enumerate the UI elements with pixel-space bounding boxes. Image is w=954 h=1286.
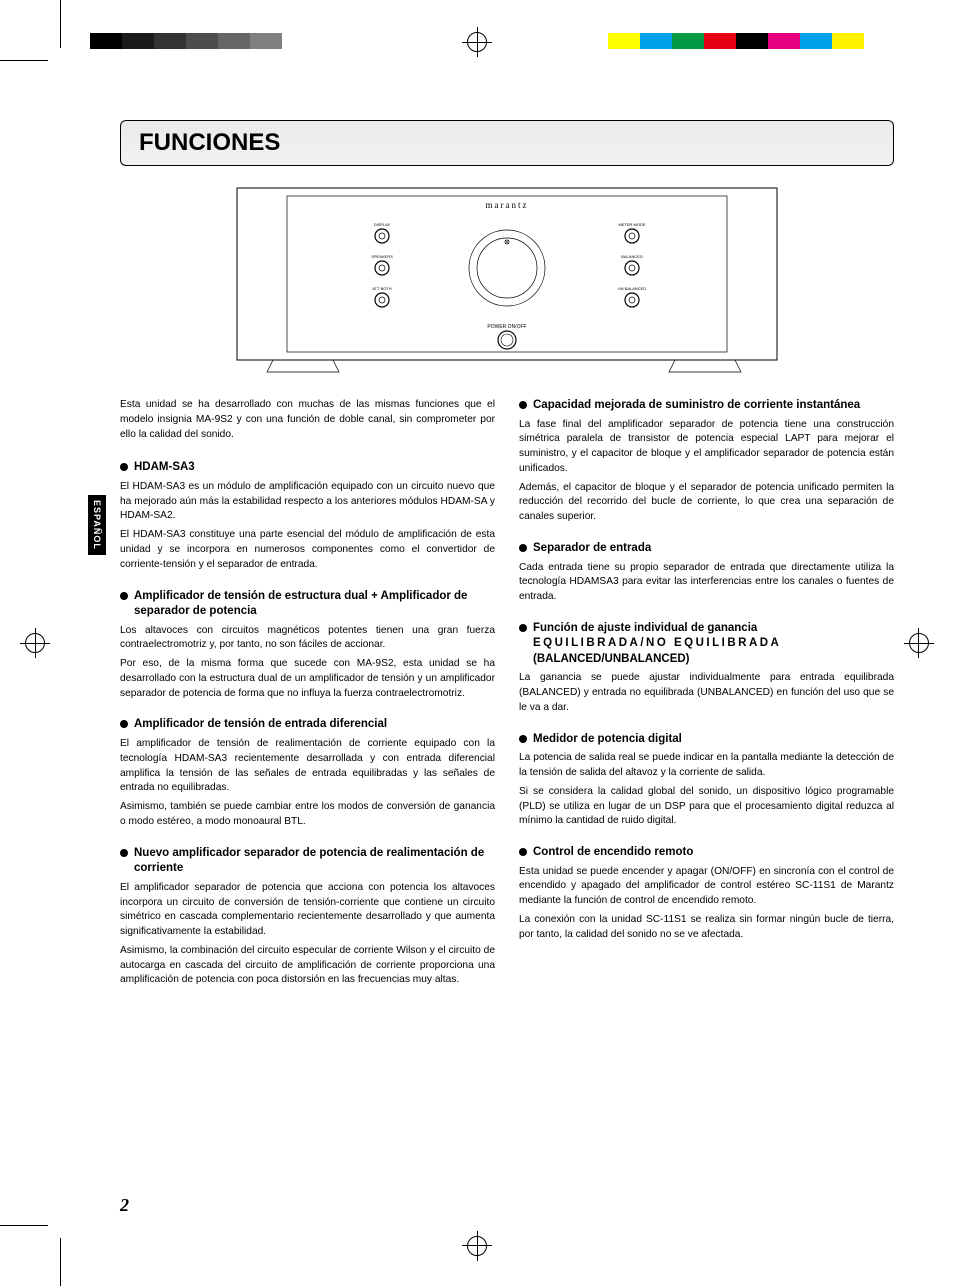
paragraph: Asimismo, también se puede cambiar entre…: [120, 800, 495, 830]
bullet-icon: [519, 735, 527, 743]
content-columns: Esta unidad se ha desarrollado con mucha…: [120, 398, 894, 1004]
paragraph: El HDAM-SA3 es un módulo de amplificació…: [120, 480, 495, 524]
left-column: Esta unidad se ha desarrollado con mucha…: [120, 398, 495, 1004]
section: Medidor de potencia digital La potencia d…: [519, 732, 894, 829]
svg-text:SPEAKERS: SPEAKERS: [371, 254, 393, 259]
paragraph: Por eso, de la misma forma que sucede co…: [120, 657, 495, 701]
section-title: Control de encendido remoto: [533, 845, 894, 861]
intro-text: Esta unidad se ha desarrollado con mucha…: [120, 398, 495, 442]
bullet-icon: [120, 463, 128, 471]
section-heading: Amplificador de tensión de estructura du…: [120, 589, 495, 620]
bullet-icon: [120, 720, 128, 728]
section-title: Nuevo amplificador separador de potencia…: [134, 846, 495, 877]
section: Capacidad mejorada de suministro de corr…: [519, 398, 894, 525]
language-tab: ESPAÑOL: [88, 495, 106, 555]
paragraph: El amplificador de tensión de realimenta…: [120, 737, 495, 796]
color-bar-cmyk: [608, 33, 864, 49]
paragraph: Además, el capacitor de bloque y el sepa…: [519, 481, 894, 525]
page-number: 2: [120, 1195, 129, 1216]
svg-text:ATT BOTH: ATT BOTH: [372, 286, 392, 291]
svg-text:POWER ON/OFF: POWER ON/OFF: [487, 324, 526, 330]
section-heading: Separador de entrada: [519, 541, 894, 557]
paragraph: Los altavoces con circuitos magnéticos p…: [120, 624, 495, 654]
section-heading: Función de ajuste individual de ganancia…: [519, 621, 894, 668]
section-title: Amplificador de tensión de entrada difer…: [134, 717, 495, 733]
section-heading: Capacidad mejorada de suministro de corr…: [519, 398, 894, 414]
paragraph: La ganancia se puede ajustar individualm…: [519, 671, 894, 715]
section-heading: Medidor de potencia digital: [519, 732, 894, 748]
section-title: HDAM-SA3: [134, 460, 495, 476]
section-heading: Amplificador de tensión de entrada difer…: [120, 717, 495, 733]
section: Control de encendido remoto Esta unidad s…: [519, 845, 894, 942]
paragraph: El amplificador separador de potencia qu…: [120, 881, 495, 940]
section-body: Esta unidad se puede encender y apagar (…: [519, 865, 894, 943]
section-body: El HDAM-SA3 es un módulo de amplificació…: [120, 480, 495, 573]
svg-text:marantz: marantz: [486, 200, 529, 210]
section: Separador de entrada Cada entrada tiene s…: [519, 541, 894, 605]
section-body: Cada entrada tiene su propio separador d…: [519, 561, 894, 605]
device-diagram: marantz POWER ON/OFF DISPLAY SPEAKERS ATT …: [227, 180, 787, 380]
svg-text:UN BALANCED: UN BALANCED: [618, 286, 647, 291]
section: Nuevo amplificador separador de potencia…: [120, 846, 495, 989]
section: Amplificador de tensión de estructura du…: [120, 589, 495, 702]
bullet-icon: [519, 544, 527, 552]
section-body: Los altavoces con circuitos magnéticos p…: [120, 624, 495, 702]
svg-text:BALANCED: BALANCED: [621, 254, 643, 259]
section: HDAM-SA3 El HDAM-SA3 es un módulo de ampl…: [120, 460, 495, 572]
paragraph: Esta unidad se puede encender y apagar (…: [519, 865, 894, 909]
section-title: Separador de entrada: [533, 541, 894, 557]
color-bar-grayscale: [90, 33, 282, 49]
section-body: El amplificador de tensión de realimenta…: [120, 737, 495, 830]
section-heading: HDAM-SA3: [120, 460, 495, 476]
bullet-icon: [120, 849, 128, 857]
section-body: El amplificador separador de potencia qu…: [120, 881, 495, 988]
section-body: La potencia de salida real se puede indi…: [519, 751, 894, 829]
section: Amplificador de tensión de entrada difer…: [120, 717, 495, 829]
section-body: La fase final del amplificador separador…: [519, 418, 894, 525]
paragraph: Cada entrada tiene su propio separador d…: [519, 561, 894, 605]
section-title: Función de ajuste individual de ganancia…: [533, 621, 894, 668]
bullet-icon: [519, 624, 527, 632]
section: Función de ajuste individual de ganancia…: [519, 621, 894, 716]
paragraph: La fase final del amplificador separador…: [519, 418, 894, 477]
svg-text:METER MODE: METER MODE: [618, 222, 645, 227]
section-heading: Control de encendido remoto: [519, 845, 894, 861]
page-content: FUNCIONES marantz POWER ON/OFF DISPLAY SP…: [120, 120, 894, 1004]
paragraph: La potencia de salida real se puede indi…: [519, 751, 894, 781]
section-title: Amplificador de tensión de estructura du…: [134, 589, 495, 620]
section-title: Medidor de potencia digital: [533, 732, 894, 748]
paragraph: El HDAM-SA3 constituye una parte esencia…: [120, 528, 495, 572]
right-column: Capacidad mejorada de suministro de corr…: [519, 398, 894, 1004]
paragraph: Asimismo, la combinación del circuito es…: [120, 944, 495, 988]
paragraph: La conexión con la unidad SC-11S1 se rea…: [519, 913, 894, 943]
section-body: La ganancia se puede ajustar individualm…: [519, 671, 894, 715]
paragraph: Si se considera la calidad global del so…: [519, 785, 894, 829]
page-title: FUNCIONES: [120, 120, 894, 166]
bullet-icon: [120, 592, 128, 600]
section-title: Capacidad mejorada de suministro de corr…: [533, 398, 894, 414]
bullet-icon: [519, 848, 527, 856]
section-heading: Nuevo amplificador separador de potencia…: [120, 846, 495, 877]
bullet-icon: [519, 401, 527, 409]
svg-text:DISPLAY: DISPLAY: [374, 222, 391, 227]
